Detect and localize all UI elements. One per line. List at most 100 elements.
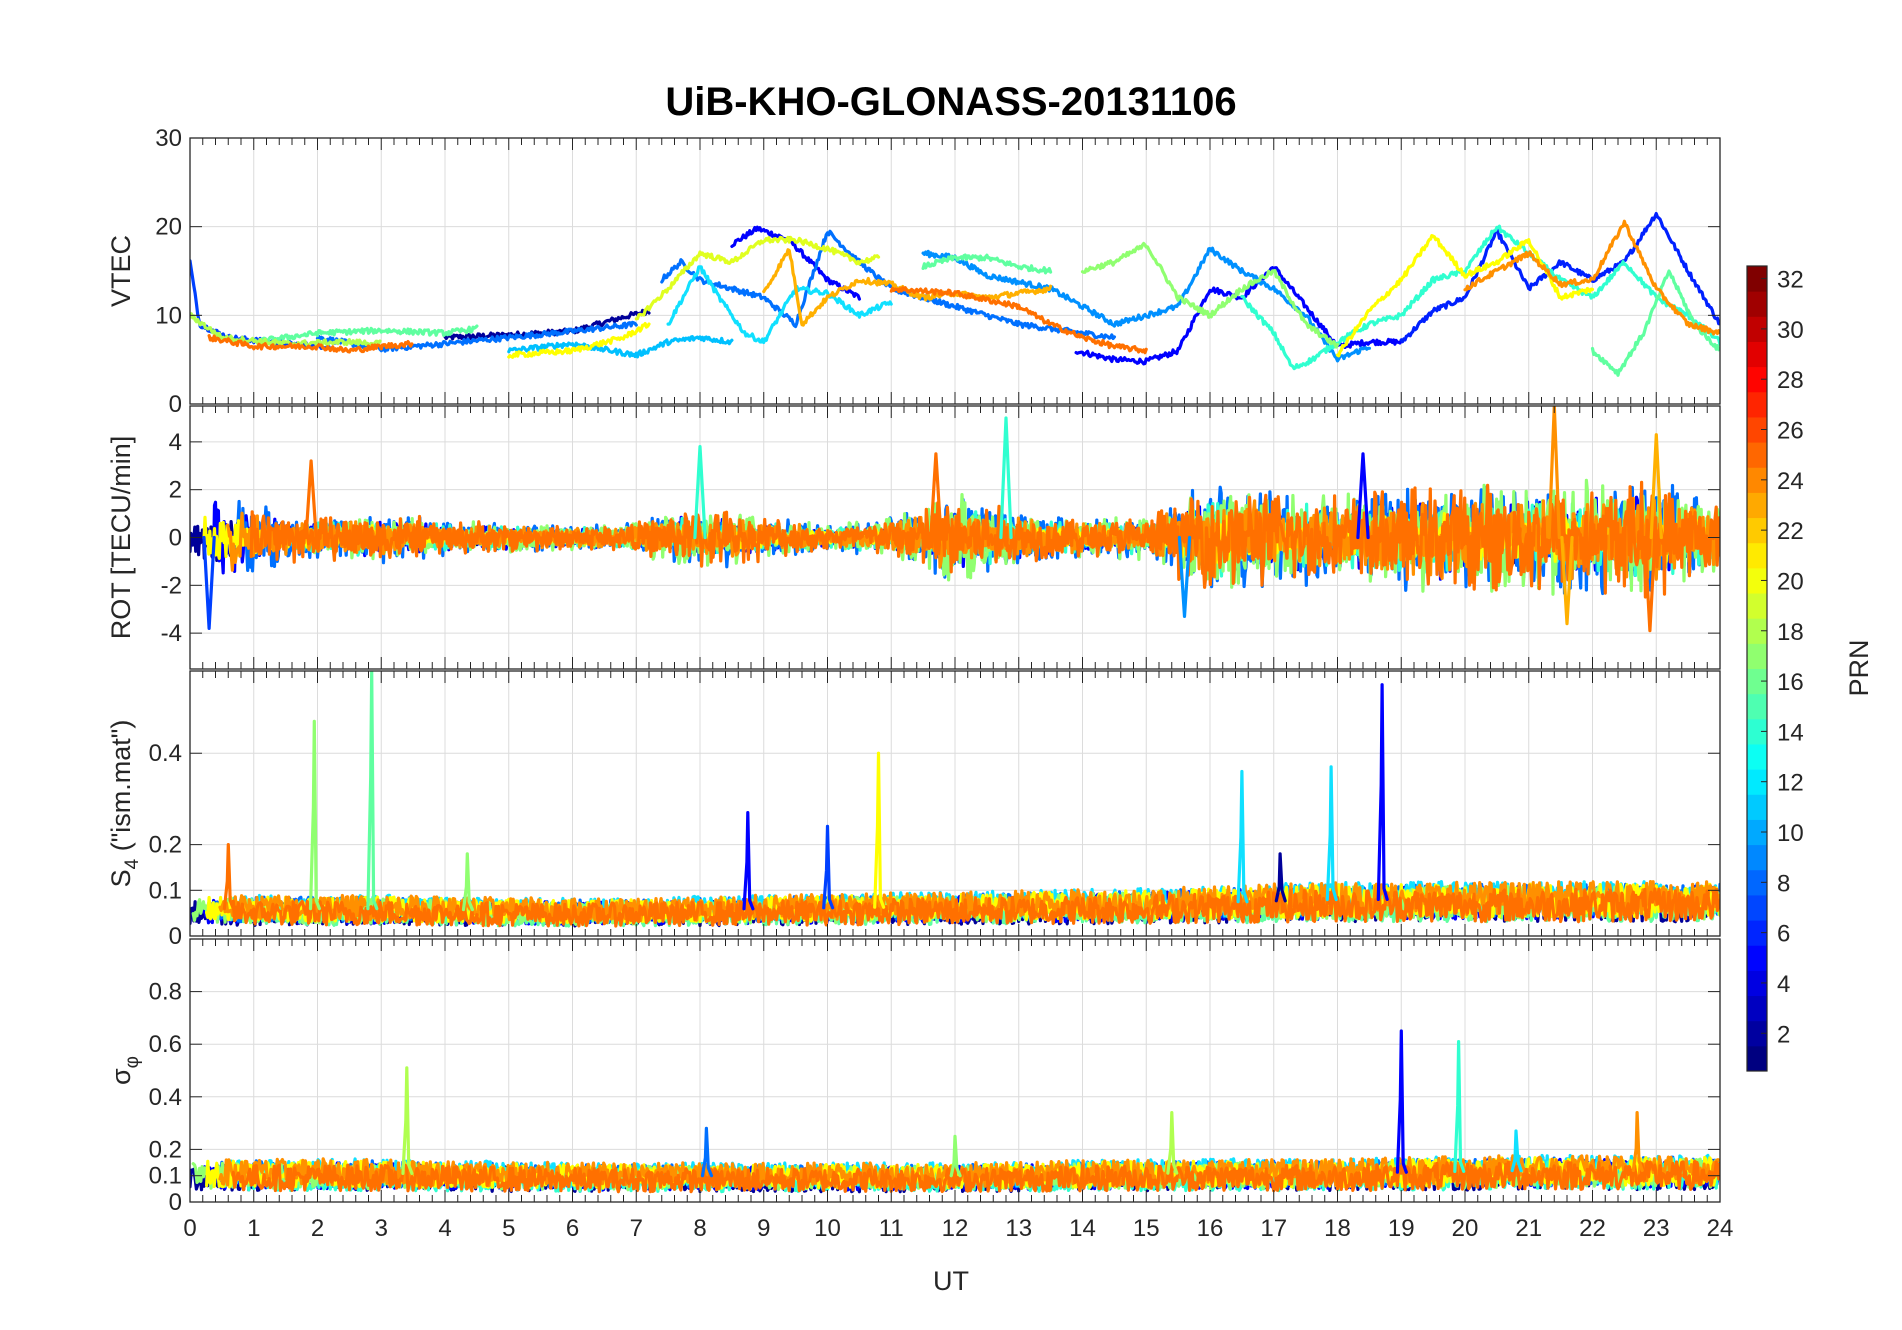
x-tick-label: 17 <box>1260 1215 1287 1242</box>
ticks-s4: 0 0.1 0.2 0.4 <box>149 671 1721 950</box>
rot-spike <box>1649 433 1663 540</box>
colorbar-cell <box>1747 266 1767 292</box>
x-tick-label: 10 <box>814 1215 841 1242</box>
y-tick-label: 20 <box>155 214 182 241</box>
ticks-vtec: 0 10 20 30 <box>155 125 1721 418</box>
colorbar-tick-label: 20 <box>1777 568 1804 595</box>
x-axis-label: UT <box>933 1266 969 1296</box>
sigma-spike <box>401 1066 414 1175</box>
x-tick-label: 7 <box>630 1215 643 1242</box>
x-tick-label: 1 <box>247 1215 260 1242</box>
colorbar-cell <box>1747 1020 1767 1047</box>
colorbar-cell <box>1747 366 1767 393</box>
x-tick-label: 2 <box>311 1215 324 1242</box>
y-tick-label: 2 <box>169 477 182 504</box>
s4-spike <box>1236 769 1249 904</box>
colorbar-cell <box>1747 970 1767 997</box>
ylabel-sub: 4 <box>122 858 143 869</box>
colorbar-cell <box>1747 517 1767 544</box>
colorbar-tick-label: 2 <box>1777 1021 1790 1048</box>
colorbar-tick-label: 12 <box>1777 770 1804 797</box>
series-line-prn-15 <box>921 253 1053 275</box>
colorbar-cell <box>1747 894 1767 921</box>
colorbar-tick-label: 16 <box>1777 669 1804 696</box>
colorbar-cell <box>1747 668 1767 695</box>
rot-trace <box>306 478 1720 596</box>
rot-spike <box>1643 535 1657 633</box>
x-tick-label: 14 <box>1069 1215 1096 1242</box>
colorbar-tick-label: 10 <box>1777 820 1804 847</box>
y-tick-label: 0 <box>169 923 182 950</box>
rot-trace <box>249 480 1720 599</box>
rot-spike <box>929 452 943 540</box>
colorbar-tick-label: 4 <box>1777 971 1790 998</box>
s4-spike <box>222 843 235 911</box>
y-tick-label: -4 <box>161 620 182 647</box>
panel-rot: -4 -2 0 2 4 ROT [TECU/min] <box>106 405 1721 670</box>
x-tick-label: 21 <box>1515 1215 1542 1242</box>
y-tick-label: 30 <box>155 125 182 152</box>
colorbar-label: PRN <box>1844 639 1874 696</box>
y-tick-label: 0.8 <box>149 979 182 1006</box>
colorbar-cell <box>1747 542 1767 569</box>
s4-spike <box>873 751 886 909</box>
rot-spike <box>1547 406 1561 540</box>
colorbar-cell <box>1747 945 1767 971</box>
traces-rot <box>190 406 1720 633</box>
series-line-prn-19 <box>634 235 881 321</box>
series-line-prn-23 <box>1463 219 1720 336</box>
sigma-spike <box>1453 1040 1466 1173</box>
colorbar-cell <box>1747 693 1767 720</box>
x-tick-label: 13 <box>1005 1215 1032 1242</box>
colorbar-cell <box>1747 995 1767 1022</box>
sigma-trace <box>231 1159 1720 1194</box>
y-axis-label-s4: S4 ("ism.mat") <box>106 720 143 888</box>
colorbar-cell <box>1747 341 1767 368</box>
colorbar-cell <box>1747 769 1767 795</box>
x-tick-label: 23 <box>1643 1215 1670 1242</box>
colorbar-cell <box>1747 416 1767 443</box>
x-tick-label: 11 <box>879 1215 904 1242</box>
x-tick-label: 22 <box>1579 1215 1606 1242</box>
colorbar-cell <box>1747 718 1767 745</box>
colorbar-cell <box>1747 1045 1767 1072</box>
x-tick-label: 20 <box>1452 1215 1479 1242</box>
y-tick-label: 0 <box>169 1189 182 1216</box>
colorbar-tick-label: 14 <box>1777 719 1804 746</box>
colorbar-tick-label: 30 <box>1777 317 1804 344</box>
panel-vtec: 0 10 20 30 VTEC <box>106 125 1721 418</box>
s4-spike <box>1376 683 1389 901</box>
y-tick-label: 10 <box>155 302 182 329</box>
series-line-prn-15 <box>252 324 479 345</box>
ticks-rot: -4 -2 0 2 4 <box>161 406 1721 669</box>
sigma-spike <box>1631 1111 1644 1172</box>
traces-s4 <box>190 671 1720 928</box>
colorbar-tick-label: 22 <box>1777 518 1804 545</box>
colorbar-cell <box>1747 316 1767 342</box>
x-tick-label: 18 <box>1324 1215 1351 1242</box>
s4-spike <box>308 719 321 911</box>
x-tick-label: 4 <box>438 1215 451 1242</box>
colorbar-tick-label: 32 <box>1777 267 1804 294</box>
colorbar-cell <box>1747 567 1767 594</box>
colorbar-cell <box>1747 794 1767 820</box>
y-tick-label: 0.6 <box>149 1031 182 1058</box>
sigma-spike <box>700 1126 714 1178</box>
y-tick-label: 4 <box>169 429 182 456</box>
series-line-prn-5 <box>1399 211 1720 344</box>
x-tick-label: 19 <box>1388 1215 1415 1242</box>
y-tick-label: 0.4 <box>149 1084 182 1111</box>
rot-spike <box>1356 452 1370 540</box>
colorbar-tick-label: 18 <box>1777 619 1804 646</box>
s4-spike <box>461 852 474 912</box>
x-tick-label: 0 <box>183 1215 196 1242</box>
colorbar-cell <box>1747 391 1767 418</box>
colorbar-cell <box>1747 819 1767 846</box>
series-line-prn-4 <box>730 225 862 301</box>
sigma-spike <box>1510 1129 1523 1173</box>
sigma-spike <box>949 1134 962 1178</box>
colorbar-frame <box>1746 265 1768 1072</box>
colorbar-tick-label: 26 <box>1777 418 1804 445</box>
